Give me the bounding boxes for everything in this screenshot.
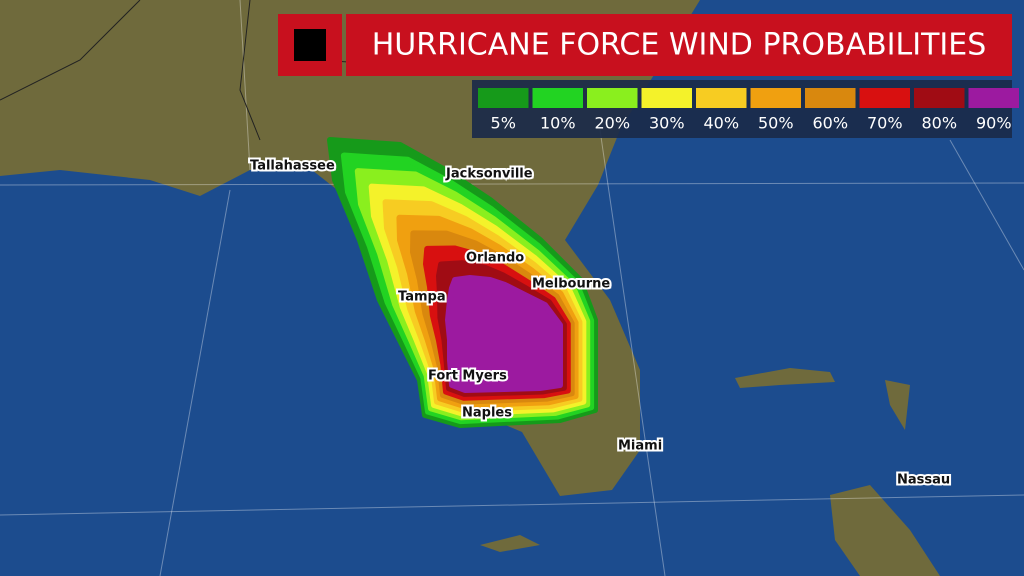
legend: 5% 10% 20% 30% 40% 50% 60% 70% 80% 90% [478, 88, 1019, 133]
legend-swatch [641, 88, 692, 108]
legend-swatch [696, 88, 747, 108]
legend-swatch [750, 88, 801, 108]
legend-label: 70% [867, 114, 903, 133]
contour [445, 275, 563, 393]
legend-swatch [914, 88, 965, 108]
grid-line [239, 0, 251, 171]
title-banner [346, 14, 1012, 76]
city-label: Fort Myers [428, 369, 507, 384]
legend-label: 80% [921, 114, 957, 133]
legend-swatch [587, 88, 638, 108]
legend-swatch [478, 88, 529, 108]
city-label: Jacksonville [445, 167, 533, 182]
grid-line [599, 129, 666, 576]
grid-line [949, 139, 1024, 271]
grid-line [0, 182, 1024, 186]
legend-swatch [968, 88, 1019, 108]
legend-label: 60% [812, 114, 848, 133]
legend-label: 30% [649, 114, 685, 133]
legend-swatch [859, 88, 910, 108]
legend-label: 40% [703, 114, 739, 133]
city-label: Melbourne [532, 277, 610, 292]
legend-swatch [532, 88, 583, 108]
grid-line [0, 494, 1024, 516]
legend-label: 5% [491, 114, 516, 133]
city-labels: Tallahassee Jacksonville Orlando Melbour… [248, 157, 952, 490]
legend-swatch [805, 88, 856, 108]
probability-contours [327, 137, 598, 428]
city-label: Tallahassee [250, 159, 335, 174]
city-label: Nassau [897, 473, 950, 488]
logo-icon [294, 29, 326, 61]
title: HURRICANE FORCE WIND PROBABILITIES [372, 28, 987, 63]
city-label: Naples [462, 406, 512, 421]
cuba [830, 485, 940, 576]
cuba-small [480, 535, 540, 552]
legend-label: 90% [976, 114, 1012, 133]
legend-label: 10% [540, 114, 576, 133]
bahamas [735, 368, 910, 430]
city-label: Tampa [398, 290, 446, 305]
legend-label: 50% [758, 114, 794, 133]
legend-label: 20% [594, 114, 630, 133]
city-label: Miami [618, 439, 662, 454]
grid-line [159, 189, 231, 576]
city-label: Orlando [466, 251, 524, 266]
